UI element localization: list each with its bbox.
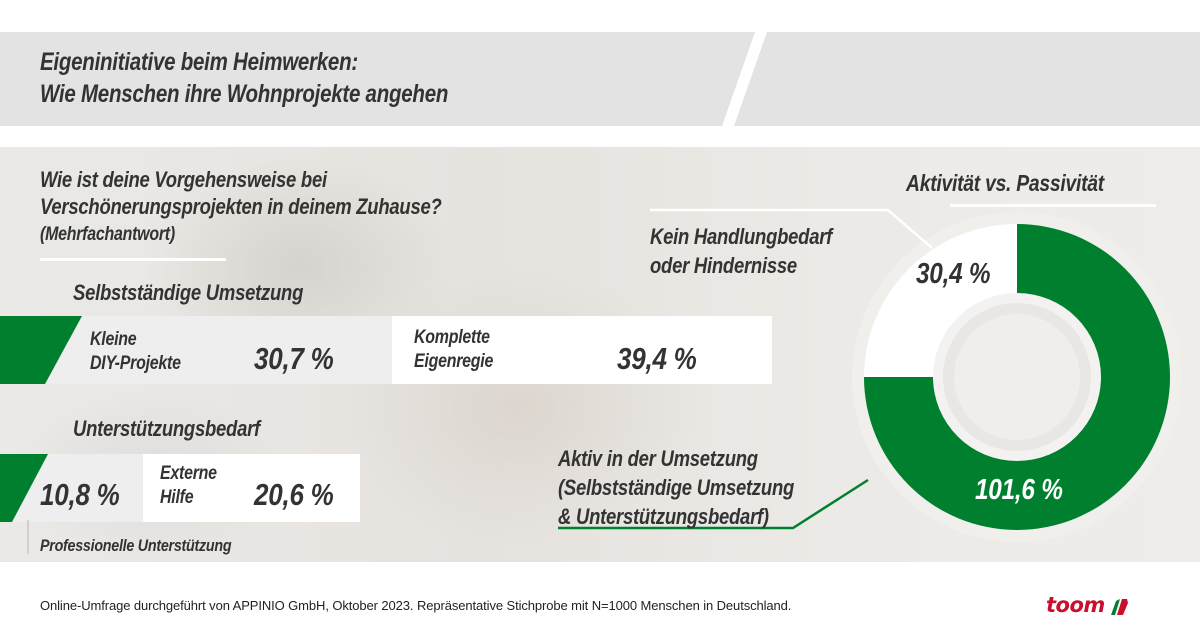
green-tab-marker xyxy=(0,454,48,522)
label-professionelle-unterstuetzung: Professionelle Unterstützung xyxy=(40,536,232,555)
donut-value-active: 101,6 % xyxy=(975,474,1063,506)
section-label-self: Selbstständige Umsetzung xyxy=(73,280,304,305)
connector-line xyxy=(27,520,29,554)
label-externe-hilfe: Externe Hilfe xyxy=(160,463,217,508)
label-kleine-diy: Kleine DIY-Projekte xyxy=(90,329,181,374)
toom-logo: toom xyxy=(1046,590,1130,620)
question-line-1: Wie ist deine Vorgehensweise bei xyxy=(40,167,327,192)
green-tab-marker xyxy=(0,316,82,384)
header-background xyxy=(0,32,1200,126)
house-icon xyxy=(1110,599,1128,615)
value-kleine-diy: 30,7 % xyxy=(254,341,334,376)
donut-label-passive: Kein Handlungbedarf oder Hindernisse xyxy=(650,224,833,278)
footer-source-note: Online-Umfrage durchgeführt von APPINIO … xyxy=(40,598,792,613)
title-line-1: Eigeninitiative beim Heimwerken: xyxy=(40,48,358,76)
donut-title-underline xyxy=(950,204,1156,207)
value-externe-hilfe: 20,6 % xyxy=(254,477,334,512)
survey-question: Wie ist deine Vorgehensweise bei Verschö… xyxy=(40,166,442,250)
bar-segment-external xyxy=(143,454,360,522)
header-band: Eigeninitiative beim Heimwerken: Wie Men… xyxy=(0,32,1200,126)
question-underline xyxy=(40,258,226,261)
question-subtitle: (Mehrfachantwort) xyxy=(40,224,175,245)
donut-title: Aktivität vs. Passivität xyxy=(906,170,1104,196)
value-komplette-eigenregie: 39,4 % xyxy=(617,341,697,376)
value-professionelle-unterstuetzung: 10,8 % xyxy=(40,477,120,512)
logo-text: toom xyxy=(1046,593,1105,617)
bar-segment-eigenregie xyxy=(392,316,772,384)
title-line-2: Wie Menschen ihre Wohnprojekte angehen xyxy=(40,80,449,108)
question-line-2: Verschönerungsprojekten in deinem Zuhaus… xyxy=(40,194,442,219)
donut-value-passive: 30,4 % xyxy=(916,258,991,290)
bar-row-self: Kleine DIY-Projekte 30,7 % Komplette Eig… xyxy=(0,316,772,384)
section-label-support: Unterstützungsbedarf xyxy=(73,416,260,441)
bar-row-support: 10,8 % Externe Hilfe 20,6 % xyxy=(0,454,360,522)
donut-label-active: Aktiv in der Umsetzung (Selbstständige U… xyxy=(558,446,795,529)
label-komplette-eigenregie: Komplette Eigenregie xyxy=(414,327,494,372)
page-title: Eigeninitiative beim Heimwerken: Wie Men… xyxy=(40,46,448,110)
